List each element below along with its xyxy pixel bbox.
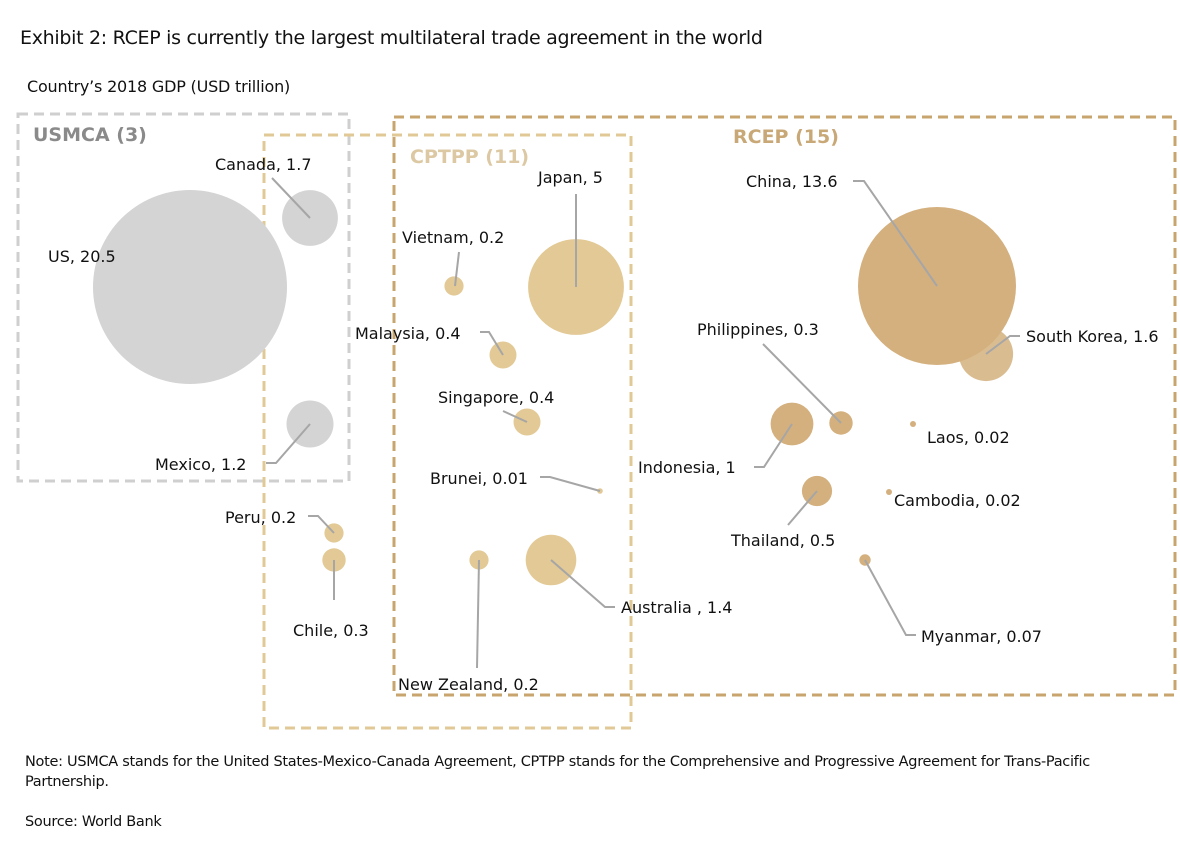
bubble-vietnam <box>444 276 464 296</box>
data-label-philippines: Philippines, 0.3 <box>697 320 819 339</box>
data-label-japan: Japan, 5 <box>537 168 603 187</box>
group-label-cptpp: CPTPP (11) <box>410 146 529 168</box>
data-label-malaysia: Malaysia, 0.4 <box>355 324 461 343</box>
data-label-indonesia: Indonesia, 1 <box>638 458 736 477</box>
group-box-rcep <box>392 115 1177 697</box>
bubble-laos <box>910 421 916 427</box>
leader-line-peru <box>308 515 335 534</box>
leader-line-philippines <box>762 343 842 424</box>
data-label-us: US, 20.5 <box>48 247 116 266</box>
data-label-singapore: Singapore, 0.4 <box>438 388 554 407</box>
data-label-myanmar: Myanmar, 0.07 <box>921 627 1042 646</box>
chart-source: Source: World Bank <box>25 814 162 830</box>
leader-line-singapore <box>502 410 528 423</box>
leader-line-malaysia <box>480 331 504 356</box>
data-label-australia: Australia , 1.4 <box>621 598 732 617</box>
data-label-new-zealand: New Zealand, 0.2 <box>398 675 539 694</box>
bubble-us <box>93 190 287 384</box>
leader-line-thailand <box>787 490 818 526</box>
data-label-mexico: Mexico, 1.2 <box>155 455 246 474</box>
data-label-south-korea: South Korea, 1.6 <box>1026 327 1159 346</box>
group-label-rcep: RCEP (15) <box>733 126 839 148</box>
leader-line-vietnam <box>454 251 460 287</box>
chart-subtitle: Country’s 2018 GDP (USD trillion) <box>27 77 291 96</box>
leader-line-canada <box>271 177 311 219</box>
data-label-vietnam: Vietnam, 0.2 <box>402 228 504 247</box>
data-label-cambodia: Cambodia, 0.02 <box>894 491 1021 510</box>
bubble-cambodia <box>886 489 892 495</box>
data-label-canada: Canada, 1.7 <box>215 155 312 174</box>
leader-line-china <box>853 180 938 287</box>
leader-line-indonesia <box>754 423 793 468</box>
data-label-peru: Peru, 0.2 <box>225 508 296 527</box>
leader-line-new-zealand <box>476 559 480 669</box>
chart-note: Note: USMCA stands for the United States… <box>25 754 1090 790</box>
leader-line-brunei <box>540 476 601 492</box>
chart-title: Exhibit 2: RCEP is currently the largest… <box>20 27 763 49</box>
group-box-usmca <box>16 112 351 483</box>
data-label-laos: Laos, 0.02 <box>927 428 1010 447</box>
leader-line-myanmar <box>864 559 916 636</box>
leader-line-mexico <box>266 423 311 464</box>
group-box-cptpp <box>262 133 633 730</box>
leader-line-south-korea <box>985 335 1020 355</box>
bubble-chart: USMCA (3) CPTPP (11) RCEP (15) US, 20.5 Cana… <box>16 112 1177 730</box>
leader-line-australia <box>550 559 615 608</box>
data-label-chile: Chile, 0.3 <box>293 621 369 640</box>
data-label-thailand: Thailand, 0.5 <box>730 531 835 550</box>
data-label-china: China, 13.6 <box>746 172 838 191</box>
data-label-brunei: Brunei, 0.01 <box>430 469 528 488</box>
group-label-usmca: USMCA (3) <box>33 124 147 146</box>
